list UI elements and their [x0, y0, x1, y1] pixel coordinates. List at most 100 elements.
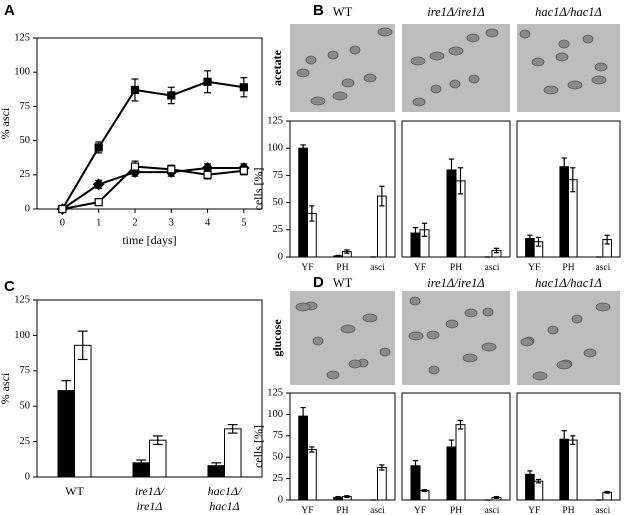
cell: [377, 27, 393, 37]
y-axis-label: % asci: [0, 372, 12, 404]
cell: [429, 51, 445, 61]
error-bar: [570, 435, 576, 445]
error-bar: [344, 249, 350, 254]
error-bar: [136, 459, 147, 467]
cell: [327, 50, 339, 60]
error-bar: [379, 185, 385, 207]
y-tick-label: 50: [273, 197, 284, 208]
y-tick-label: 100: [267, 409, 283, 420]
cell: [332, 91, 348, 101]
cell: [481, 342, 497, 352]
cell: [595, 302, 611, 312]
cell: [448, 46, 464, 56]
x-tick-label: asci: [485, 506, 500, 515]
error-bar: [448, 158, 455, 182]
y-tick-label: 75: [20, 101, 31, 112]
error-bar: [561, 430, 567, 449]
y-axis-label: % asci: [0, 107, 12, 139]
cell: [348, 359, 362, 369]
panel-title: hac1Δ/hac1Δ: [535, 276, 602, 290]
error-bar: [379, 464, 385, 471]
bar: [455, 424, 466, 501]
x-tick-label: YF: [301, 263, 313, 273]
error-bar: [448, 439, 455, 455]
cell: [485, 28, 499, 38]
x-tick-label: 4: [205, 217, 211, 228]
bar: [57, 390, 75, 478]
x-tick-label: asci: [370, 263, 385, 273]
y-axis-label: cells [%]: [251, 168, 265, 211]
error-bar: [412, 227, 419, 240]
cell: [558, 39, 570, 49]
cell: [531, 57, 545, 67]
cell: [462, 353, 478, 363]
error-bar: [421, 489, 428, 493]
y-tick-label: 0: [25, 471, 30, 482]
y-tick-label: 0: [25, 203, 30, 214]
cell: [532, 371, 548, 381]
cell: [555, 52, 569, 62]
y-tick-label: 0: [278, 494, 283, 505]
cell: [412, 97, 426, 107]
panel-title: ire1Δ/ire1Δ: [427, 5, 485, 19]
condition-label: acetate: [270, 49, 284, 86]
y-tick-label: 50: [273, 452, 284, 463]
cell: [567, 80, 583, 90]
error-bar: [527, 470, 533, 479]
marker: [167, 165, 176, 174]
cell: [430, 84, 442, 94]
cell: [428, 365, 440, 375]
cell: [426, 330, 440, 340]
y-tick-label: 25: [273, 224, 284, 235]
panel-title: ire1Δ/ire1Δ: [427, 276, 485, 290]
y-tick-label: 75: [273, 430, 284, 441]
panel-title: hac1Δ/hac1Δ: [535, 5, 602, 19]
x-tick-label: WT: [65, 484, 84, 498]
error-bar: [309, 446, 315, 453]
series-line: [62, 165, 244, 210]
x-tick-label: YF: [528, 506, 540, 515]
panel-letter: A: [4, 2, 15, 19]
bar: [307, 448, 317, 501]
x-tick-label: asci: [485, 263, 500, 273]
x-tick-label: asci: [595, 506, 610, 515]
cell: [591, 75, 607, 85]
cell: [349, 45, 361, 55]
y-tick-label: 50: [20, 135, 31, 146]
cell: [379, 347, 391, 357]
error-bar: [309, 205, 315, 222]
x-tick-label: 5: [241, 217, 246, 228]
x-tick-label: YF: [414, 263, 426, 273]
cell: [482, 307, 494, 317]
x-tick-label: PH: [336, 263, 348, 273]
y-tick-label: 100: [14, 67, 30, 78]
cell: [519, 29, 531, 39]
x-tick-label: PH: [450, 263, 462, 273]
marker: [130, 162, 140, 171]
bar: [149, 439, 167, 478]
error-bar: [457, 167, 464, 195]
panel-title: WT: [333, 276, 353, 290]
error-bar: [152, 435, 163, 446]
y-tick-label: 25: [20, 169, 31, 180]
error-bar: [335, 495, 341, 499]
cell: [468, 74, 480, 84]
y-tick-label: 125: [14, 294, 30, 305]
cell: [520, 337, 534, 347]
x-tick-label: hac1Δ/hac1Δ: [208, 484, 243, 513]
cell: [408, 331, 424, 341]
bar: [446, 446, 457, 501]
x-tick-label: PH: [450, 506, 462, 515]
x-tick-label: PH: [562, 506, 574, 515]
error-bar: [61, 380, 72, 402]
error-bar: [493, 247, 500, 254]
cell: [594, 62, 608, 72]
cell: [583, 348, 597, 358]
cell: [410, 56, 426, 66]
panel-title: WT: [333, 5, 353, 19]
error-bar: [570, 167, 576, 193]
marker: [94, 143, 103, 152]
cell: [305, 55, 317, 65]
bar: [377, 466, 387, 501]
